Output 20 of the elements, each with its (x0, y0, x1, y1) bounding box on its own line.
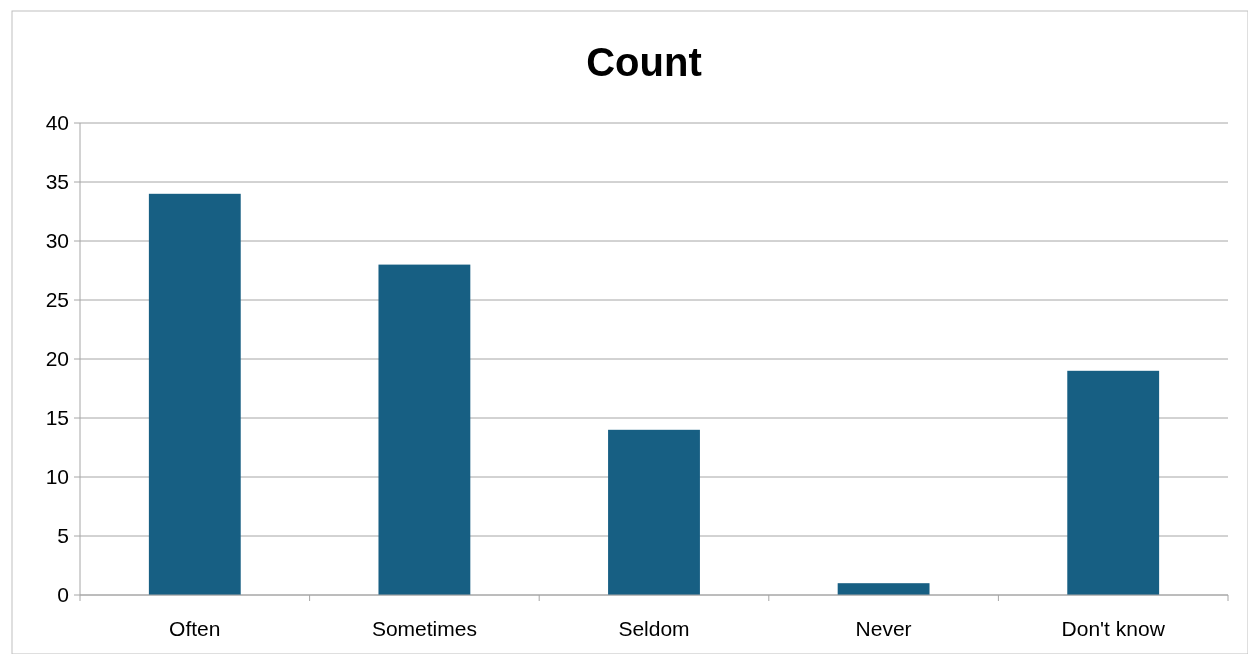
x-tick-label: Don't know (1061, 617, 1166, 640)
y-tick-label: 0 (57, 583, 69, 607)
x-tick-label: Sometimes (371, 617, 477, 640)
y-tick-label: 40 (45, 111, 69, 135)
bar (148, 193, 241, 595)
y-tick-label: 15 (45, 406, 69, 430)
y-tick-label: 25 (45, 288, 69, 312)
bar (837, 583, 930, 595)
y-tick-label: 20 (45, 347, 69, 371)
bar (1067, 370, 1160, 595)
y-tick-label: 35 (45, 170, 69, 194)
bar (378, 264, 471, 595)
x-tick-label: Often (169, 617, 221, 640)
y-tick-label: 5 (57, 524, 69, 548)
y-tick-label: 10 (45, 465, 69, 489)
x-tick-label: Seldom (618, 617, 690, 640)
chart-title: Count (586, 40, 702, 84)
bar (608, 429, 700, 595)
x-tick-label: Never (855, 617, 912, 640)
y-tick-label: 30 (45, 229, 69, 253)
